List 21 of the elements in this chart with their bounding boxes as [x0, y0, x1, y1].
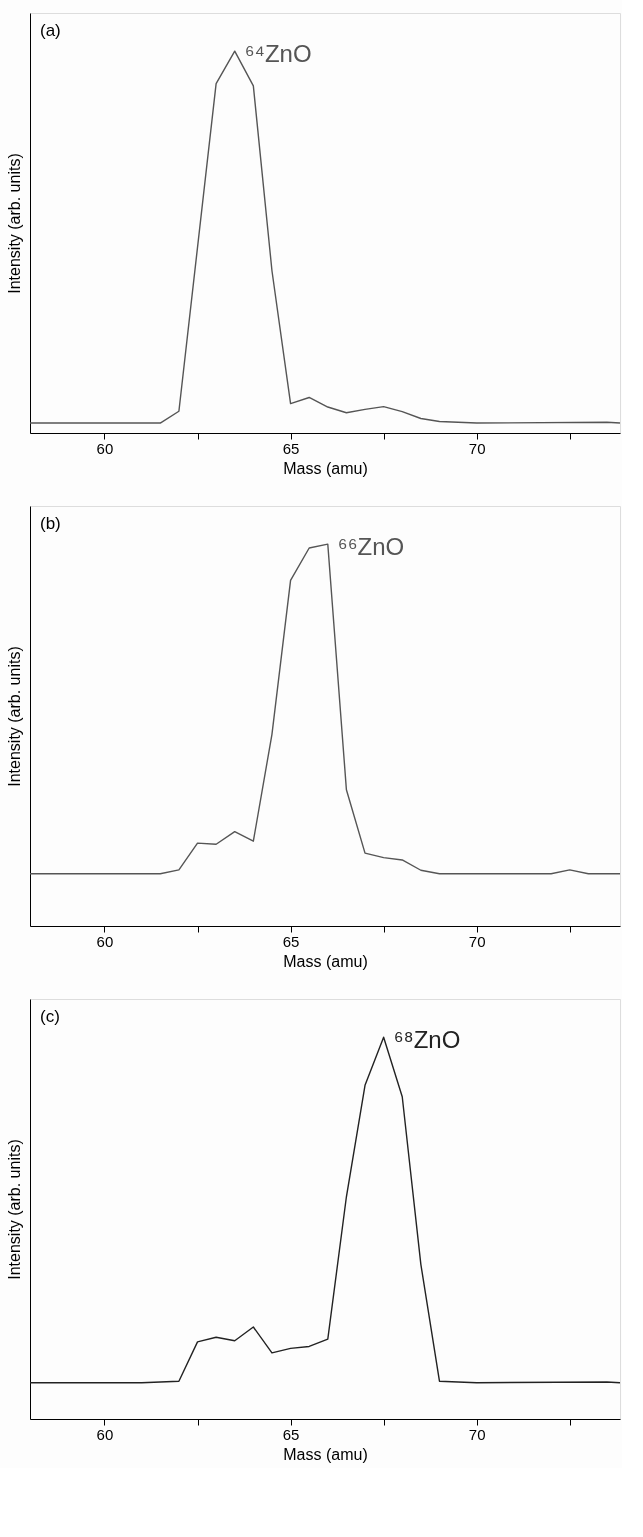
- text: (b): [40, 514, 61, 533]
- y-axis-title: Intensity (arb. units): [5, 1139, 23, 1280]
- x-tick-label: 65: [282, 1425, 300, 1443]
- x-tick-label: 60: [96, 439, 114, 457]
- x-tick-label: 60: [96, 932, 114, 950]
- x-axis-title: Mass (amu): [283, 952, 368, 970]
- y-axis-title: Intensity (arb. units): [5, 646, 23, 787]
- x-tick-label: 60: [96, 1425, 114, 1443]
- y-axis-title: Intensity (arb. units): [5, 153, 23, 294]
- x-axis-title: Mass (amu): [283, 1445, 368, 1463]
- x-tick-label: 65: [282, 932, 300, 950]
- x-tick-label: 70: [468, 439, 486, 457]
- annotation: ⁶⁸ZnO: [393, 1026, 461, 1054]
- text: (a): [40, 21, 61, 40]
- annotation: ⁶⁶ZnO: [337, 533, 405, 561]
- x-tick-label: 70: [468, 1425, 486, 1443]
- x-axis-title: Mass (amu): [283, 459, 368, 477]
- x-tick-label: 70: [468, 932, 486, 950]
- text: (c): [40, 1007, 60, 1026]
- x-tick-label: 65: [282, 439, 300, 457]
- annotation: ⁶⁴ZnO: [244, 40, 312, 68]
